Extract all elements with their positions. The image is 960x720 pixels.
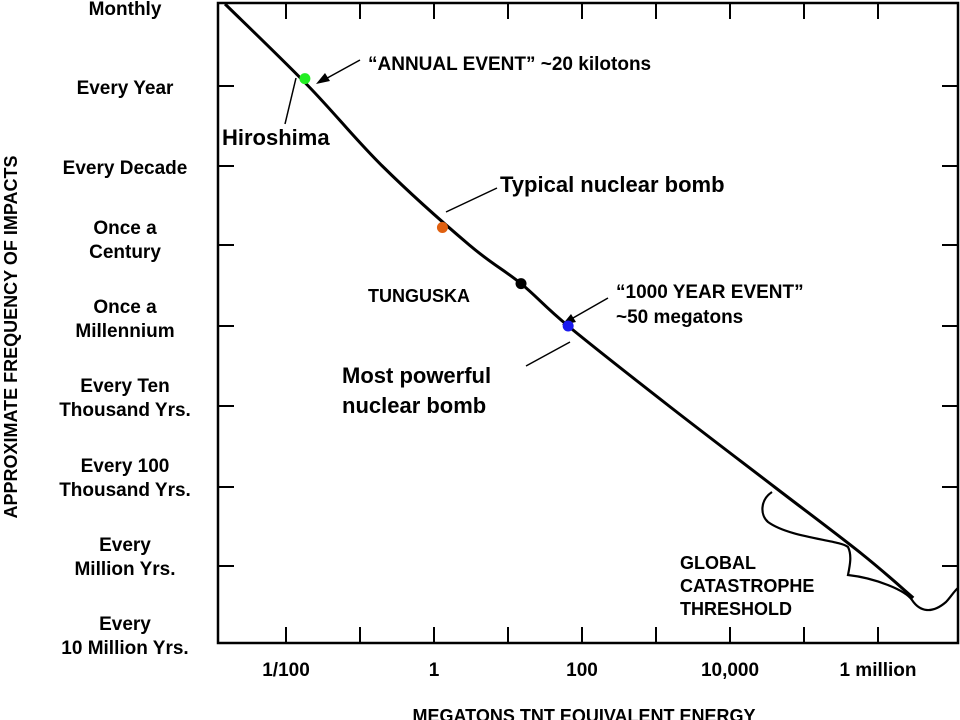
- y-tick-label: Every Year: [77, 78, 174, 99]
- y-tick-label: Once a Century: [89, 218, 161, 263]
- global-catastrophe-threshold-outline: [761, 491, 959, 612]
- y-tick-label: Every Decade: [63, 158, 188, 179]
- global-catastrophe-label-line2: CATASTROPHE: [680, 576, 814, 596]
- y-tick-label: Every 100 Thousand Yrs.: [59, 456, 191, 501]
- y-tick-label: Every Million Yrs.: [74, 535, 175, 580]
- event-markers: [299, 73, 574, 332]
- annual-event-arrowhead: [316, 73, 330, 84]
- hiroshima-label: Hiroshima: [222, 125, 330, 150]
- y-tick-label: Every Ten Thousand Yrs.: [59, 376, 191, 421]
- y-tick-label: Every 10 Million Yrs.: [61, 614, 188, 659]
- y-tick-labels: Monthly Every Year Every Decade Once a Centu…: [59, 0, 191, 659]
- x-axis-title: MEGATONS TNT EQUIVALENT ENERGY: [412, 706, 755, 720]
- most-powerful-label-line1: Most powerful: [342, 363, 491, 388]
- most-powerful-label-line2: nuclear bomb: [342, 393, 486, 418]
- plot-frame: [216, 1, 960, 645]
- marker-most-powerful-nuclear-bomb: [562, 320, 574, 332]
- y-axis-title: APPROXIMATE FREQUENCY OF IMPACTS: [1, 155, 21, 518]
- marker-tunguska: [515, 278, 527, 290]
- x-tick-label: 1 million: [839, 660, 916, 681]
- x-tick-label: 100: [566, 660, 598, 681]
- axis-ticks: [218, 3, 958, 643]
- x-tick-label: 10,000: [701, 660, 759, 681]
- x-tick-label: 1/100: [262, 660, 310, 681]
- typical-bomb-leader: [445, 187, 498, 213]
- tunguska-label: TUNGUSKA: [368, 286, 470, 306]
- global-catastrophe-label-line1: GLOBAL: [680, 553, 756, 573]
- thousand-year-label-line2: ~50 megatons: [616, 307, 743, 328]
- marker-hiroshima: [299, 73, 311, 85]
- annual-event-label: “ANNUAL EVENT” ~20 kilotons: [368, 54, 651, 75]
- hiroshima-leader: [284, 77, 297, 125]
- y-tick-label: Once a Millennium: [75, 297, 174, 342]
- impact-frequency-curve: [223, 2, 915, 599]
- most-powerful-leader: [525, 341, 571, 367]
- typical-bomb-label: Typical nuclear bomb: [500, 172, 725, 197]
- global-catastrophe-label-line3: THRESHOLD: [680, 599, 792, 619]
- y-tick-label: Monthly: [89, 0, 162, 20]
- x-tick-label: 1: [429, 660, 440, 681]
- marker-typical-nuclear-bomb: [436, 221, 448, 233]
- thousand-year-label-line1: “1000 YEAR EVENT”: [616, 282, 804, 303]
- x-tick-labels: 1/100 1 100 10,000 1 million: [262, 660, 916, 681]
